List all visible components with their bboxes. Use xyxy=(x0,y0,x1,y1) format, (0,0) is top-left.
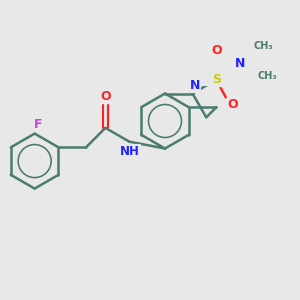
Text: CH₃: CH₃ xyxy=(254,41,273,51)
Text: O: O xyxy=(211,44,222,57)
Text: O: O xyxy=(227,98,238,111)
Text: O: O xyxy=(100,90,111,103)
Text: F: F xyxy=(34,118,43,131)
Text: N: N xyxy=(235,57,245,70)
Text: CH₃: CH₃ xyxy=(257,71,277,82)
Text: S: S xyxy=(212,73,221,86)
Text: N: N xyxy=(190,79,200,92)
Text: NH: NH xyxy=(120,145,140,158)
